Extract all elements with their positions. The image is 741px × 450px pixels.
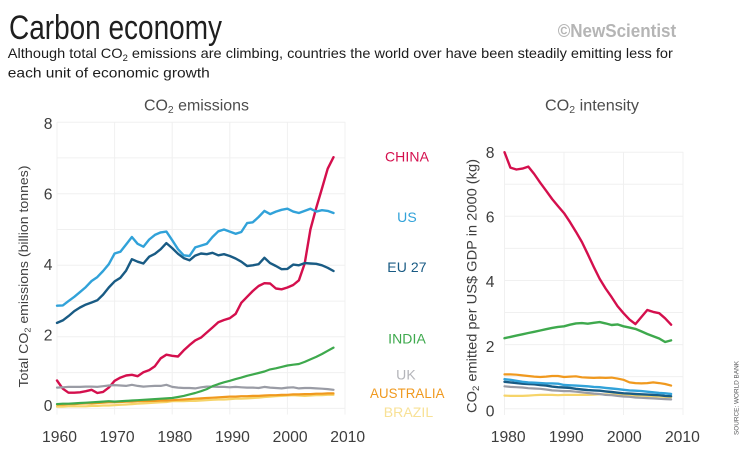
svg-text:2000: 2000 bbox=[273, 429, 308, 446]
svg-text:1990: 1990 bbox=[215, 429, 250, 446]
svg-text:1980: 1980 bbox=[491, 429, 526, 446]
svg-text:2010: 2010 bbox=[665, 429, 700, 446]
svg-text:0: 0 bbox=[44, 398, 53, 415]
svg-text:0: 0 bbox=[486, 404, 495, 421]
svg-text:8: 8 bbox=[44, 116, 53, 133]
svg-text:4: 4 bbox=[486, 274, 495, 291]
svg-text:EU 27: EU 27 bbox=[387, 259, 427, 275]
svg-text:CO2​ intensity: CO2​ intensity bbox=[545, 98, 639, 117]
svg-text:8: 8 bbox=[486, 145, 495, 162]
svg-text:2000: 2000 bbox=[607, 429, 642, 446]
svg-text:SOURCE: WORLD BANK: SOURCE: WORLD BANK bbox=[734, 361, 741, 435]
svg-text:6: 6 bbox=[44, 186, 53, 203]
svg-text:INDIA: INDIA bbox=[388, 331, 426, 347]
svg-text:UK: UK bbox=[396, 366, 416, 382]
svg-text:AUSTRALIA: AUSTRALIA bbox=[370, 385, 445, 401]
svg-text:4: 4 bbox=[44, 257, 53, 274]
svg-text:CHINA: CHINA bbox=[385, 149, 430, 165]
svg-text:©NewScientist: ©NewScientist bbox=[558, 20, 677, 41]
svg-text:CO2​ emissions: CO2​ emissions bbox=[144, 98, 249, 117]
svg-text:6: 6 bbox=[486, 210, 495, 227]
svg-text:BRAZIL: BRAZIL bbox=[384, 404, 434, 420]
svg-text:1980: 1980 bbox=[157, 429, 192, 446]
svg-text:1960: 1960 bbox=[42, 429, 77, 446]
svg-text:CO2​ emitted per US$ GDP in 20: CO2​ emitted per US$ GDP in 2000 (kg) bbox=[465, 159, 482, 413]
svg-text:2: 2 bbox=[486, 339, 495, 356]
svg-text:each unit of economic growth: each unit of economic growth bbox=[8, 65, 210, 81]
svg-text:Carbon economy: Carbon economy bbox=[9, 9, 222, 47]
svg-text:Total CO2​ emissions (billion: Total CO2​ emissions (billion tonnes) bbox=[16, 166, 33, 388]
svg-text:2: 2 bbox=[44, 328, 53, 345]
svg-text:Although total CO2​ emissions: Although total CO2​ emissions are climbi… bbox=[8, 45, 673, 63]
svg-text:1990: 1990 bbox=[549, 429, 584, 446]
svg-text:1970: 1970 bbox=[100, 429, 135, 446]
svg-text:US: US bbox=[397, 209, 417, 225]
svg-text:2010: 2010 bbox=[330, 429, 365, 446]
